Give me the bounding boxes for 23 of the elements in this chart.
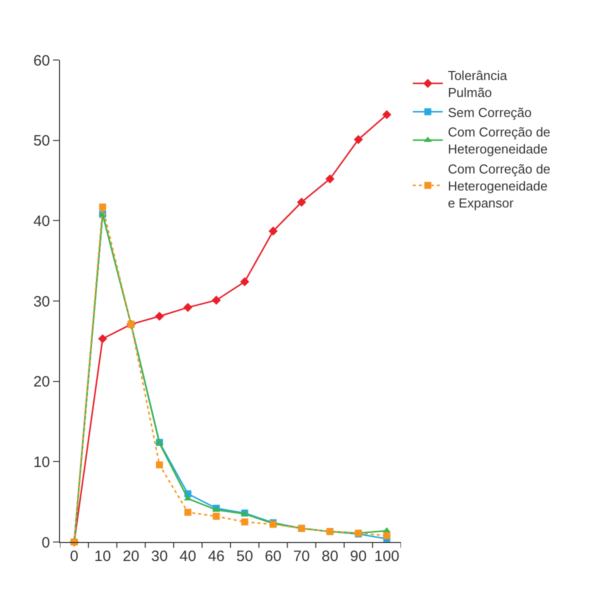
x-tick-label: 60 bbox=[264, 548, 282, 565]
x-tick-label: 40 bbox=[180, 548, 196, 565]
x-tick-label: 50 bbox=[236, 548, 254, 565]
y-tick-label: 30 bbox=[33, 293, 50, 310]
x-tick-label: 30 bbox=[151, 548, 168, 565]
y-tick-label: 10 bbox=[33, 454, 50, 471]
x-tick-label: 20 bbox=[122, 548, 140, 565]
y-tick-label: 0 bbox=[42, 534, 50, 552]
y-tick-label: 20 bbox=[33, 374, 50, 391]
y-tick-label: 40 bbox=[33, 212, 50, 230]
x-tick-label: 0 bbox=[70, 548, 78, 565]
x-tick-label: 90 bbox=[350, 548, 367, 565]
x-tick-label: 46 bbox=[208, 548, 225, 565]
legend-label: Sem Correção bbox=[448, 104, 532, 120]
legend-label: Com Correção de Heterogeneidade e Expansor bbox=[448, 162, 550, 210]
y-tick-label: 50 bbox=[33, 132, 50, 150]
x-tick-label: 70 bbox=[293, 548, 310, 565]
legend-label: Tolerância Pulmão bbox=[448, 68, 508, 100]
x-tick-label: 80 bbox=[322, 548, 338, 565]
y-tick-label: 60 bbox=[33, 52, 50, 70]
x-tick-label: 10 bbox=[94, 548, 111, 565]
x-tick-label: 100 bbox=[374, 548, 400, 565]
legend-label: Com Correção de Heterogeneidade bbox=[448, 124, 550, 157]
